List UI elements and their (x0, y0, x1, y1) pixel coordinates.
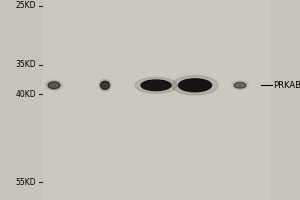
Ellipse shape (141, 80, 171, 91)
Ellipse shape (100, 81, 109, 89)
Ellipse shape (135, 77, 177, 93)
Ellipse shape (172, 76, 218, 95)
Text: PRKAB1: PRKAB1 (273, 81, 300, 90)
Ellipse shape (46, 80, 62, 91)
Text: 35KD: 35KD (15, 60, 36, 69)
Text: 25KD: 25KD (16, 1, 36, 10)
Ellipse shape (99, 79, 111, 91)
Ellipse shape (178, 79, 212, 92)
Ellipse shape (48, 82, 60, 89)
Text: 55KD: 55KD (15, 178, 36, 187)
Bar (42, 0, 270, 200)
Text: 40KD: 40KD (15, 90, 36, 99)
Ellipse shape (232, 81, 248, 90)
Ellipse shape (234, 82, 246, 88)
